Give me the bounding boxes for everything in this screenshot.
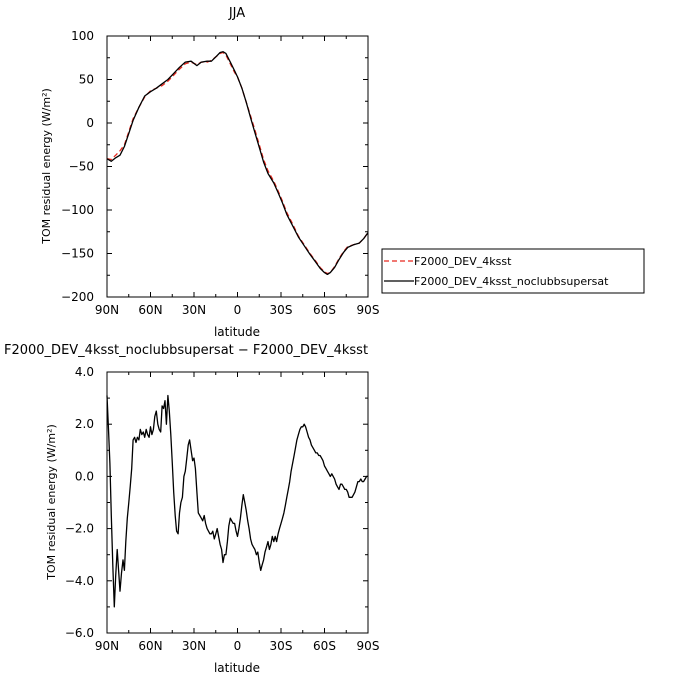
top-series-line-2 xyxy=(106,51,369,276)
chart-legend: F2000_DEV_4ksst F2000_DEV_4ksst_noclubbs… xyxy=(381,248,645,294)
top-x-tick-label: 30N xyxy=(182,303,206,317)
legend-box xyxy=(381,248,645,294)
top-y-tick-label: −100 xyxy=(61,203,94,217)
legend-label-series-2: F2000_DEV_4ksst_noclubbsupersat xyxy=(414,275,609,288)
top-chart-title: JJA xyxy=(228,6,245,21)
bottom-x-axis-label: latitude xyxy=(214,661,260,675)
bottom-y-tick-label: 2.0 xyxy=(75,417,94,431)
top-x-tick-label: 60N xyxy=(138,303,162,317)
bottom-x-tick-label: 60S xyxy=(313,639,336,653)
bottom-x-tick-label: 90S xyxy=(357,639,380,653)
bottom-x-tick-label: 60N xyxy=(138,639,162,653)
top-y-tick-label: 50 xyxy=(79,73,94,87)
top-x-tick-label: 90S xyxy=(357,303,380,317)
bottom-y-axis-label: TOM residual energy (W/m²) xyxy=(45,424,58,581)
bottom-y-tick-label: −2.0 xyxy=(65,522,94,536)
top-y-tick-label: 100 xyxy=(71,29,94,43)
bottom-y-tick-label: 0.0 xyxy=(75,469,94,483)
bottom-y-tick-label: 4.0 xyxy=(75,365,94,379)
bottom-x-tick-label: 0 xyxy=(234,639,242,653)
bottom-chart-title: F2000_DEV_4ksst_noclubbsupersat − F2000_… xyxy=(4,343,368,358)
bottom-x-tick-label: 30N xyxy=(182,639,206,653)
top-plot-frame xyxy=(106,35,369,298)
top-series-line-1 xyxy=(106,51,369,275)
top-x-axis-label: latitude xyxy=(214,325,260,339)
top-x-tick-label: 90N xyxy=(95,303,119,317)
top-y-tick-label: −150 xyxy=(61,247,94,261)
bottom-series-line-1 xyxy=(106,394,368,608)
top-y-axis-label: TOM residual energy (W/m²) xyxy=(40,88,53,245)
top-y-tick-label: −50 xyxy=(69,160,94,174)
bottom-panel: F2000_DEV_4ksst_noclubbsupersat − F2000_… xyxy=(4,343,379,675)
legend-label-series-1: F2000_DEV_4ksst xyxy=(414,255,512,268)
top-y-tick-label: −200 xyxy=(61,290,94,304)
top-y-tick-label: 0 xyxy=(86,116,94,130)
bottom-y-tick-label: −6.0 xyxy=(65,626,94,640)
bottom-plot-frame xyxy=(106,371,369,634)
top-x-tick-label: 30S xyxy=(270,303,293,317)
bottom-y-tick-label: −4.0 xyxy=(65,574,94,588)
bottom-x-tick-label: 90N xyxy=(95,639,119,653)
top-x-tick-label: 0 xyxy=(234,303,242,317)
top-x-tick-label: 60S xyxy=(313,303,336,317)
top-panel: JJA TOM residual energy (W/m²) latitude … xyxy=(40,6,379,339)
bottom-x-tick-label: 30S xyxy=(270,639,293,653)
